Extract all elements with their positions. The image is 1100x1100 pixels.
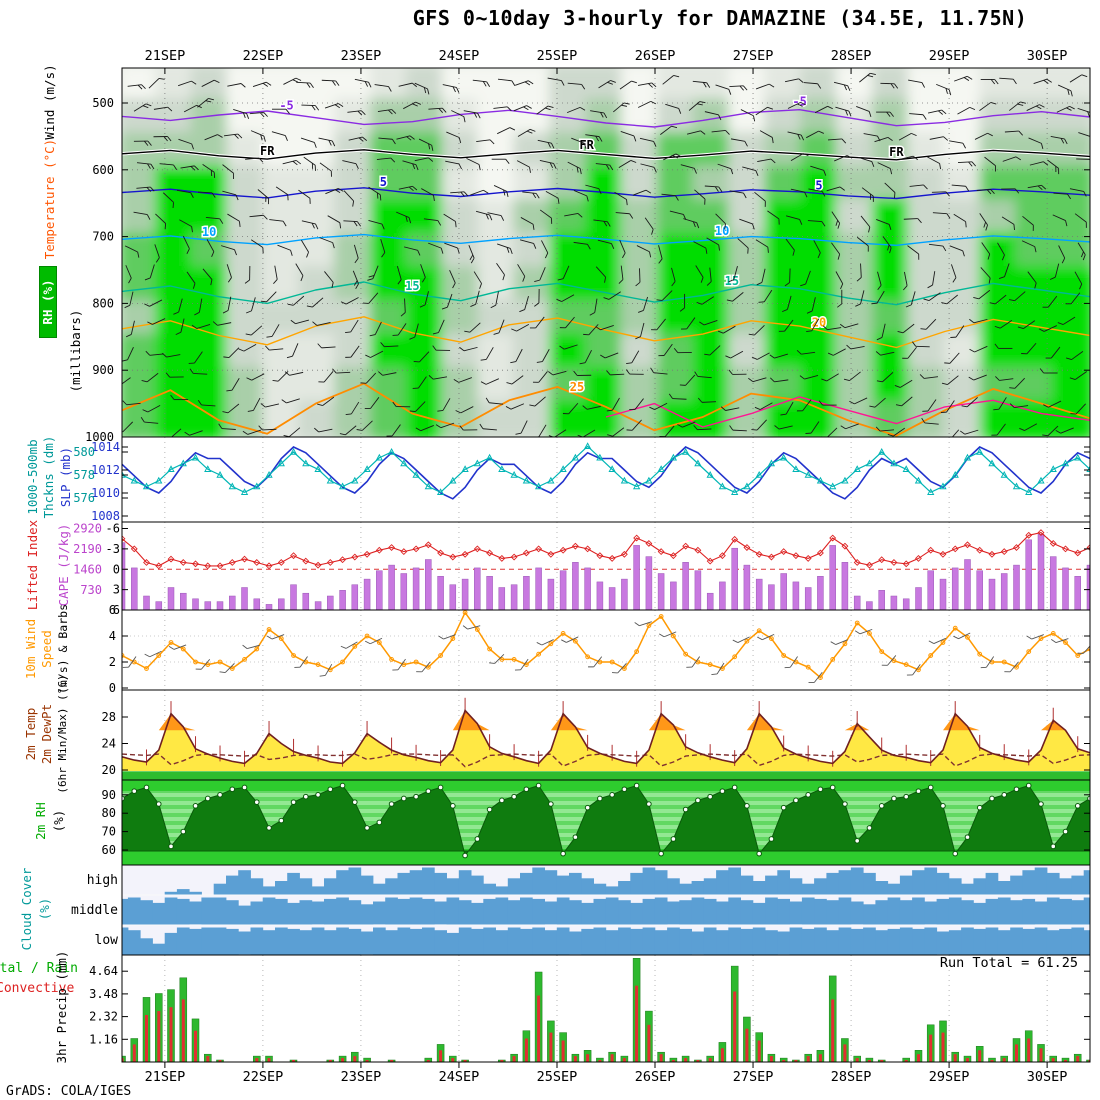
svg-text:60: 60 — [102, 843, 116, 857]
svg-text:23SEP: 23SEP — [341, 1069, 382, 1085]
svg-text:22SEP: 22SEP — [243, 48, 284, 64]
svg-text:22SEP: 22SEP — [243, 1069, 284, 1085]
thickness-label-2: Thckns (dm) — [41, 435, 56, 519]
svg-text:FR: FR — [260, 144, 275, 158]
rh-legend-badge: RH (%) — [39, 266, 57, 338]
svg-text:5: 5 — [815, 178, 822, 192]
svg-text:2190: 2190 — [73, 542, 102, 556]
svg-text:700: 700 — [92, 230, 114, 244]
panel-upper-air — [122, 68, 1090, 437]
cloud-row-middle-label: middle — [71, 903, 118, 918]
svg-text:500: 500 — [92, 96, 114, 110]
svg-text:30SEP: 30SEP — [1027, 48, 1068, 64]
svg-text:1014: 1014 — [91, 440, 120, 454]
svg-text:21SEP: 21SEP — [145, 1069, 186, 1085]
svg-text:4.64: 4.64 — [89, 964, 118, 978]
svg-text:-5: -5 — [792, 95, 806, 109]
svg-text:70: 70 — [102, 825, 116, 839]
svg-text:900: 900 — [92, 363, 114, 377]
svg-text:25: 25 — [570, 380, 584, 394]
svg-text:1.16: 1.16 — [89, 1032, 118, 1046]
rh2m-label-2: (%) — [51, 809, 66, 833]
svg-text:730: 730 — [80, 583, 102, 597]
svg-text:10: 10 — [715, 224, 729, 238]
svg-text:3: 3 — [113, 583, 120, 597]
svg-text:2920: 2920 — [73, 522, 102, 536]
cloud-row-low-label: low — [94, 933, 118, 948]
svg-text:20: 20 — [102, 763, 116, 777]
svg-text:24SEP: 24SEP — [439, 48, 480, 64]
panel-wind10m — [122, 610, 1090, 683]
svg-text:4: 4 — [109, 629, 116, 643]
precip-convective-legend: Convective — [0, 981, 75, 996]
svg-text:80: 80 — [102, 806, 116, 820]
svg-text:1008: 1008 — [91, 509, 120, 523]
svg-text:6: 6 — [113, 603, 120, 617]
svg-text:1460: 1460 — [73, 563, 102, 577]
svg-text:5: 5 — [380, 175, 387, 189]
precip-axis-label: 3hr Precip (mm) — [54, 950, 69, 1064]
svg-text:15: 15 — [405, 279, 419, 293]
cloud-row-high-label: high — [86, 873, 118, 888]
svg-text:580: 580 — [73, 445, 95, 459]
svg-text:3.48: 3.48 — [89, 987, 118, 1001]
svg-text:2: 2 — [109, 655, 116, 669]
svg-text:2.32: 2.32 — [89, 1010, 118, 1024]
grads-credit: GrADS: COLA/IGES — [6, 1084, 132, 1099]
upper-air-wind-barbs — [122, 72, 1090, 437]
svg-text:-6: -6 — [106, 522, 120, 536]
svg-text:21SEP: 21SEP — [145, 48, 186, 64]
panel-rh2m — [122, 780, 1090, 865]
svg-text:25SEP: 25SEP — [537, 1069, 578, 1085]
svg-text:25SEP: 25SEP — [537, 48, 578, 64]
svg-text:26SEP: 26SEP — [635, 48, 676, 64]
svg-text:578: 578 — [73, 468, 95, 482]
panel-temp2m — [122, 697, 1090, 780]
panel-slp-thickness — [122, 442, 1090, 500]
svg-text:23SEP: 23SEP — [341, 48, 382, 64]
svg-text:24SEP: 24SEP — [439, 1069, 480, 1085]
svg-text:29SEP: 29SEP — [929, 1069, 970, 1085]
svg-text:1010: 1010 — [91, 486, 120, 500]
svg-text:27SEP: 27SEP — [733, 1069, 774, 1085]
precip-total-legend: Total / Rain — [0, 961, 78, 976]
panel-precip — [122, 958, 1090, 1062]
svg-text:90: 90 — [102, 788, 116, 802]
run-total-text: Run Total = 61.25 — [939, 955, 1078, 971]
svg-text:FR: FR — [889, 145, 904, 159]
panel-cape-li — [122, 529, 1090, 610]
svg-text:28SEP: 28SEP — [831, 48, 872, 64]
svg-text:29SEP: 29SEP — [929, 48, 970, 64]
temperature-axis-label: Temperature (°C) — [42, 138, 57, 260]
page-title: GFS 0~10day 3-hourly for DAMAZINE (34.5E… — [412, 6, 1028, 30]
svg-text:600: 600 — [92, 163, 114, 177]
panel-cloud-cover — [122, 865, 1090, 955]
svg-text:1000: 1000 — [85, 430, 114, 444]
svg-text:24: 24 — [102, 737, 116, 751]
svg-text:1012: 1012 — [91, 463, 120, 477]
svg-text:-3: -3 — [106, 542, 120, 556]
svg-text:0: 0 — [109, 681, 116, 695]
svg-text:28SEP: 28SEP — [831, 1069, 872, 1085]
svg-text:27SEP: 27SEP — [733, 48, 774, 64]
svg-text:28: 28 — [102, 710, 116, 724]
svg-text:10: 10 — [202, 225, 216, 239]
svg-text:15: 15 — [725, 274, 739, 288]
svg-text:30SEP: 30SEP — [1027, 1069, 1068, 1085]
svg-text:800: 800 — [92, 296, 114, 310]
svg-text:576: 576 — [73, 491, 95, 505]
svg-text:0: 0 — [113, 562, 120, 576]
svg-text:26SEP: 26SEP — [635, 1069, 676, 1085]
svg-text:FR: FR — [579, 138, 594, 152]
svg-text:6: 6 — [109, 603, 116, 617]
